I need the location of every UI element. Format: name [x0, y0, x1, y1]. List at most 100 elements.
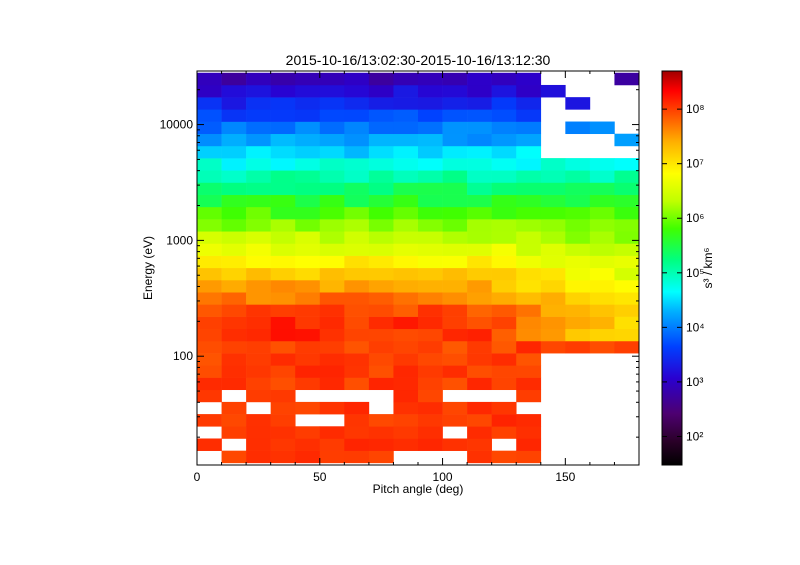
heatmap-cell	[319, 219, 345, 232]
heatmap-cell	[516, 450, 542, 464]
heatmap-cell	[393, 72, 419, 86]
heatmap-cell	[614, 206, 639, 220]
heatmap-cell	[197, 231, 222, 244]
heatmap-cell	[614, 304, 639, 317]
heatmap-cell	[540, 340, 566, 354]
heatmap-cell	[418, 219, 443, 232]
heatmap-cell	[295, 255, 321, 269]
heatmap-cell	[393, 145, 419, 159]
heatmap-cell	[270, 365, 296, 378]
heatmap-cell	[614, 72, 639, 86]
heatmap-cell	[270, 121, 296, 135]
heatmap-cell	[418, 182, 443, 195]
heatmap-cell	[270, 304, 296, 317]
heatmap-cell	[295, 206, 321, 220]
heatmap-cell	[418, 170, 443, 183]
heatmap-cell	[270, 353, 296, 366]
heatmap-cell	[614, 219, 639, 232]
heatmap-cell	[344, 97, 370, 110]
heatmap-cell	[516, 292, 542, 305]
heatmap-cell	[319, 121, 345, 135]
heatmap-cell	[319, 267, 345, 281]
heatmap-cell	[418, 365, 443, 378]
heatmap-cell	[491, 426, 517, 439]
heatmap-cell	[491, 109, 517, 122]
heatmap-cell	[393, 401, 419, 415]
heatmap-cell	[516, 365, 542, 378]
heatmap-cell	[467, 377, 492, 391]
heatmap-cell	[540, 182, 566, 195]
heatmap-cell	[393, 365, 419, 378]
heatmap-cell	[614, 267, 639, 281]
heatmap-cell	[246, 72, 271, 86]
heatmap-cell	[221, 280, 247, 293]
heatmap-cell	[393, 170, 419, 183]
heatmap-cell	[270, 133, 296, 147]
heatmap-cell	[565, 158, 591, 171]
heatmap-cell	[319, 450, 345, 464]
heatmap-cell	[467, 97, 492, 110]
heatmap-cell	[442, 280, 468, 293]
heatmap-cell	[589, 304, 615, 317]
heatmap-cell	[393, 109, 419, 122]
heatmap-cell	[368, 231, 394, 244]
heatmap-cell	[393, 243, 419, 256]
heatmap-cell	[246, 109, 271, 122]
heatmap-cell	[467, 170, 492, 183]
y-axis: 100 1000 10000	[160, 89, 639, 438]
heatmap-cell	[393, 438, 419, 451]
heatmap-cell	[393, 414, 419, 427]
heatmap-cell	[540, 267, 566, 281]
heatmap-cell	[442, 414, 468, 427]
heatmap-cell	[516, 182, 542, 195]
heatmap-cell	[270, 255, 296, 269]
heatmap-cell	[516, 145, 542, 159]
heatmap-cell	[344, 414, 370, 427]
heatmap-cell	[246, 84, 271, 98]
heatmap-cell	[442, 206, 468, 220]
heatmap-cell	[246, 170, 271, 183]
heatmap-cell	[344, 450, 370, 464]
heatmap-cell	[319, 145, 345, 159]
heatmap-cell	[270, 97, 296, 110]
heatmap-cell	[368, 194, 394, 208]
heatmap-cell	[516, 389, 542, 403]
heatmap-cell	[491, 231, 517, 244]
heatmap-cell	[270, 316, 296, 330]
heatmap-cell	[418, 328, 443, 342]
heatmap-cell	[467, 292, 492, 305]
heatmap-cell	[418, 72, 443, 86]
heatmap-cell	[442, 328, 468, 342]
heatmap-cell	[418, 206, 443, 220]
heatmap-cell	[418, 316, 443, 330]
heatmap-cell	[516, 84, 542, 98]
heatmap-cell	[344, 280, 370, 293]
heatmap-cell	[295, 353, 321, 366]
heatmap-cell	[344, 304, 370, 317]
heatmap-cell	[393, 182, 419, 195]
heatmap-cell	[270, 109, 296, 122]
heatmap-cell	[540, 280, 566, 293]
heatmap-cell	[344, 231, 370, 244]
heatmap-cell	[589, 243, 615, 256]
heatmap-cell	[565, 182, 591, 195]
heatmap-cell	[221, 133, 247, 147]
heatmap-cell	[614, 280, 639, 293]
heatmap-cell	[246, 340, 271, 354]
heatmap-cell	[246, 145, 271, 159]
heatmap-cell	[270, 158, 296, 171]
heatmap-cell	[540, 243, 566, 256]
heatmap-cell	[344, 340, 370, 354]
heatmap-cell	[467, 353, 492, 366]
heatmap-cell	[565, 292, 591, 305]
heatmap-cell	[246, 194, 271, 208]
heatmap-cell	[565, 206, 591, 220]
heatmap-cell	[491, 340, 517, 354]
heatmap-cell	[246, 365, 271, 378]
heatmap-cell	[393, 353, 419, 366]
heatmap-cell	[319, 243, 345, 256]
heatmap-cell	[467, 219, 492, 232]
heatmap-cell	[467, 365, 492, 378]
heatmap-cell	[319, 353, 345, 366]
heatmap-cell	[516, 377, 542, 391]
